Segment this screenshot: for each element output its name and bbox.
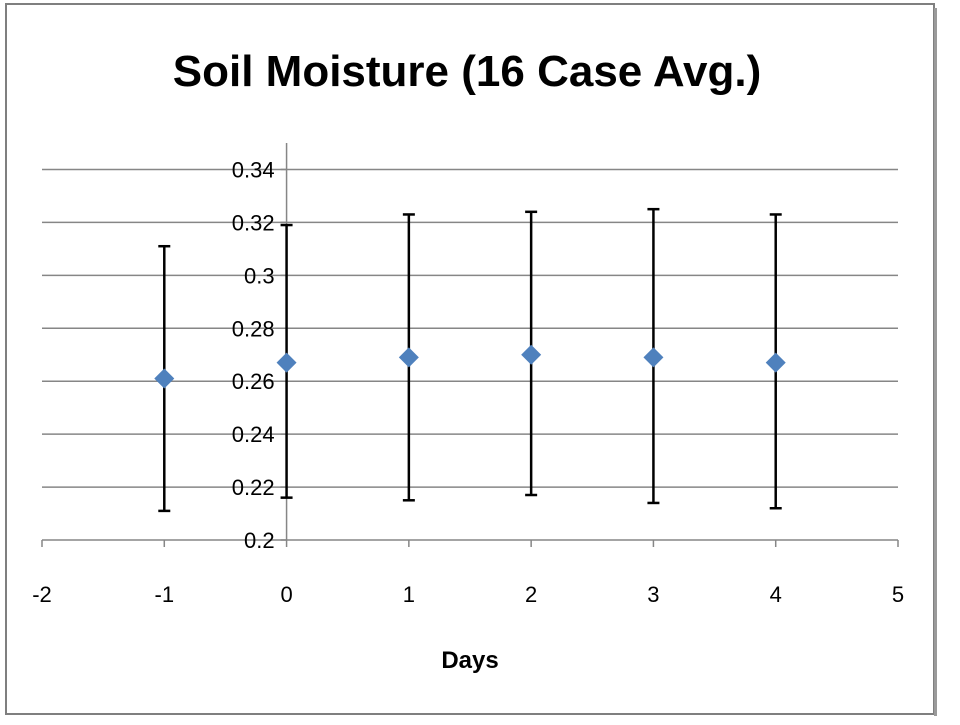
x-tick-label: 0: [280, 582, 292, 607]
shadow-edge: [934, 8, 937, 716]
data-point-marker: [765, 352, 786, 373]
x-tick-labels: -2 -1 0 1 2 3 4 5: [32, 582, 904, 607]
data-markers: [154, 344, 786, 389]
x-tick-label: 4: [770, 582, 782, 607]
x-tick-label: 2: [525, 582, 537, 607]
y-tick-label: 0.24: [232, 422, 275, 447]
data-point-marker: [398, 347, 419, 368]
y-tick-label: 0.26: [232, 369, 275, 394]
x-tick-label: -2: [32, 582, 52, 607]
y-tick-label: 0.28: [232, 316, 275, 341]
grid-layer: [42, 168, 898, 488]
data-point-marker: [521, 344, 542, 365]
data-point-marker: [154, 368, 175, 389]
y-tick-labels: 0.2 0.22 0.24 0.26 0.28 0.3 0.32 0.34: [232, 157, 275, 553]
y-tick-label: 0.32: [232, 210, 275, 235]
x-axis-label: Days: [441, 647, 498, 674]
x-tick-label: -1: [155, 582, 175, 607]
x-tick-label: 1: [403, 582, 415, 607]
chart-frame: [5, 3, 935, 715]
x-tick-label: 5: [892, 582, 904, 607]
x-tick-label: 3: [647, 582, 659, 607]
y-tick-label: 0.34: [232, 157, 275, 182]
y-tick-label: 0.22: [232, 475, 275, 500]
y-tick-label: 0.3: [244, 263, 275, 288]
y-tick-label: 0.2: [244, 528, 275, 553]
data-point-marker: [276, 352, 297, 373]
chart-title: Soil Moisture (16 Case Avg.): [173, 47, 761, 96]
data-point-marker: [643, 347, 664, 368]
